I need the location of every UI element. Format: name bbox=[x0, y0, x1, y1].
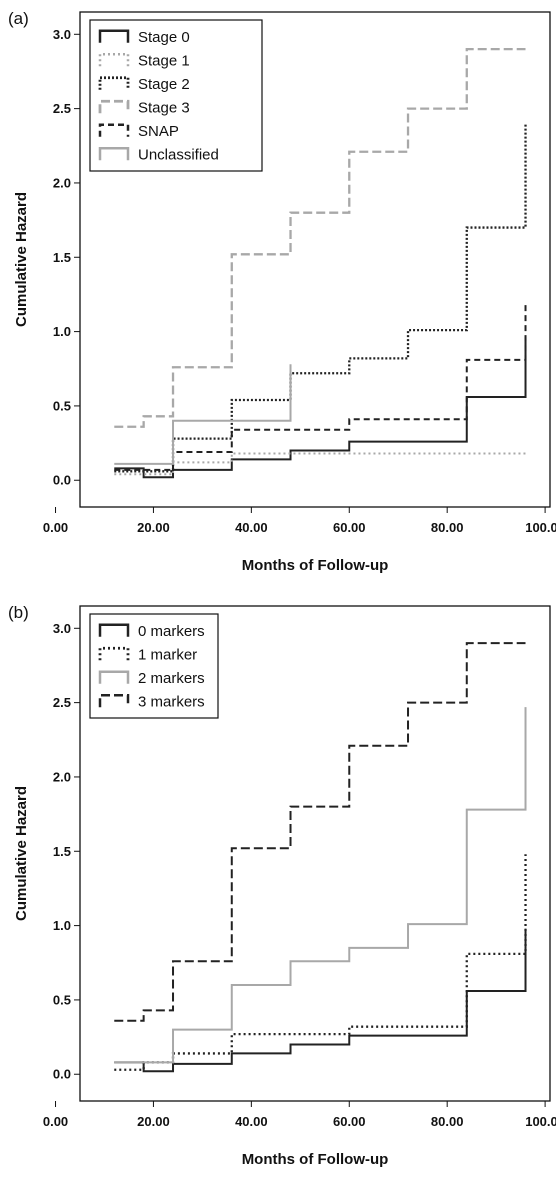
y-tick-label: 2.5 bbox=[53, 101, 71, 116]
series-line-2 bbox=[114, 707, 527, 1064]
plot-frame bbox=[79, 605, 551, 1102]
x-tick-label: 80.00 bbox=[431, 520, 464, 535]
series-group bbox=[114, 48, 527, 479]
x-tick-label: 20.00 bbox=[137, 520, 170, 535]
legend-swatch bbox=[98, 646, 130, 661]
series-line-5 bbox=[114, 364, 292, 465]
y-axis-title: Cumulative Hazard bbox=[13, 786, 30, 921]
y-tick-label: 1.5 bbox=[53, 250, 71, 265]
legend-swatch bbox=[98, 623, 130, 637]
x-tick-label: 60.00 bbox=[333, 520, 366, 535]
panel-b: (b) 0.0 0.5 1.0 1.5 2.0 2.5 3.0 0.00 20.00 40.00 60… bbox=[0, 594, 556, 1184]
y-tick-label: 2.0 bbox=[53, 769, 71, 784]
legend-label: Stage 2 bbox=[138, 76, 190, 93]
legend-label: Stage 1 bbox=[138, 52, 190, 69]
x-tick-label: 0.00 bbox=[43, 520, 68, 535]
series-group bbox=[114, 642, 527, 1073]
y-tick-label: 0.5 bbox=[53, 398, 71, 413]
y-axis-title: Cumulative Hazard bbox=[13, 192, 30, 327]
x-tick-label: 40.00 bbox=[235, 1114, 268, 1129]
x-tick-label: 100.00 bbox=[525, 520, 556, 535]
x-tick-label: 60.00 bbox=[333, 1114, 366, 1129]
legend-swatch bbox=[98, 123, 130, 137]
y-tick-label: 1.0 bbox=[53, 324, 71, 339]
series-line-0 bbox=[114, 337, 527, 479]
legend-box bbox=[89, 19, 263, 172]
legend-label: Unclassified bbox=[138, 146, 219, 163]
panel-label: (a) bbox=[8, 9, 29, 28]
y-tick-label: 0.0 bbox=[53, 473, 71, 488]
legend-label: 3 markers bbox=[138, 693, 205, 710]
legend-box bbox=[89, 613, 219, 719]
y-tick-label: 3.0 bbox=[53, 621, 71, 636]
y-tick-label: 0.0 bbox=[53, 1067, 71, 1082]
series-line-1 bbox=[114, 452, 526, 476]
legend-label: 0 markers bbox=[138, 623, 205, 640]
legend-swatch bbox=[98, 694, 130, 708]
y-tick-label: 1.0 bbox=[53, 918, 71, 933]
x-tick-label: 80.00 bbox=[431, 1114, 464, 1129]
legend-swatch bbox=[98, 670, 130, 684]
plot-frame bbox=[79, 11, 551, 508]
x-tick-label: 20.00 bbox=[137, 1114, 170, 1129]
y-tick-label: 3.0 bbox=[53, 27, 71, 42]
legend-swatch bbox=[98, 147, 130, 161]
legend-swatch bbox=[98, 76, 130, 90]
cumulative-hazard-chart-b: (b) 0.0 0.5 1.0 1.5 2.0 2.5 3.0 0.00 20.00 40.00 60… bbox=[8, 603, 556, 1168]
y-tick-label: 2.0 bbox=[53, 175, 71, 190]
x-axis-title: Months of Follow-up bbox=[242, 557, 389, 574]
legend-swatch bbox=[98, 99, 130, 114]
x-tick-label: 0.00 bbox=[43, 1114, 68, 1129]
legend-label: Stage 3 bbox=[138, 99, 190, 116]
series-line-0 bbox=[114, 928, 527, 1073]
y-tick-label: 2.5 bbox=[53, 695, 71, 710]
legend-swatch bbox=[98, 29, 130, 43]
cumulative-hazard-chart-a: (a) 0.0 0.5 1.0 1.5 2.0 2.5 3.0 0.00 20.00 40.00 60… bbox=[8, 9, 556, 574]
x-tick-label: 100.00 bbox=[525, 1114, 556, 1129]
panel-label: (b) bbox=[8, 603, 29, 622]
legend-label: SNAP bbox=[138, 123, 179, 140]
series-line-3 bbox=[114, 48, 526, 428]
series-line-4 bbox=[114, 301, 527, 471]
y-tick-label: 1.5 bbox=[53, 844, 71, 859]
panel-a: (a) 0.0 0.5 1.0 1.5 2.0 2.5 3.0 0.00 20.00 40.00 60… bbox=[0, 0, 556, 590]
series-line-3 bbox=[114, 642, 526, 1022]
series-line-2 bbox=[114, 123, 527, 473]
legend-label: 2 markers bbox=[138, 670, 205, 687]
x-axis-title: Months of Follow-up bbox=[242, 1151, 389, 1168]
x-tick-label: 40.00 bbox=[235, 520, 268, 535]
legend-label: Stage 0 bbox=[138, 29, 190, 46]
legend-swatch bbox=[98, 53, 130, 67]
y-tick-label: 0.5 bbox=[53, 992, 71, 1007]
legend-label: 1 marker bbox=[138, 646, 197, 663]
